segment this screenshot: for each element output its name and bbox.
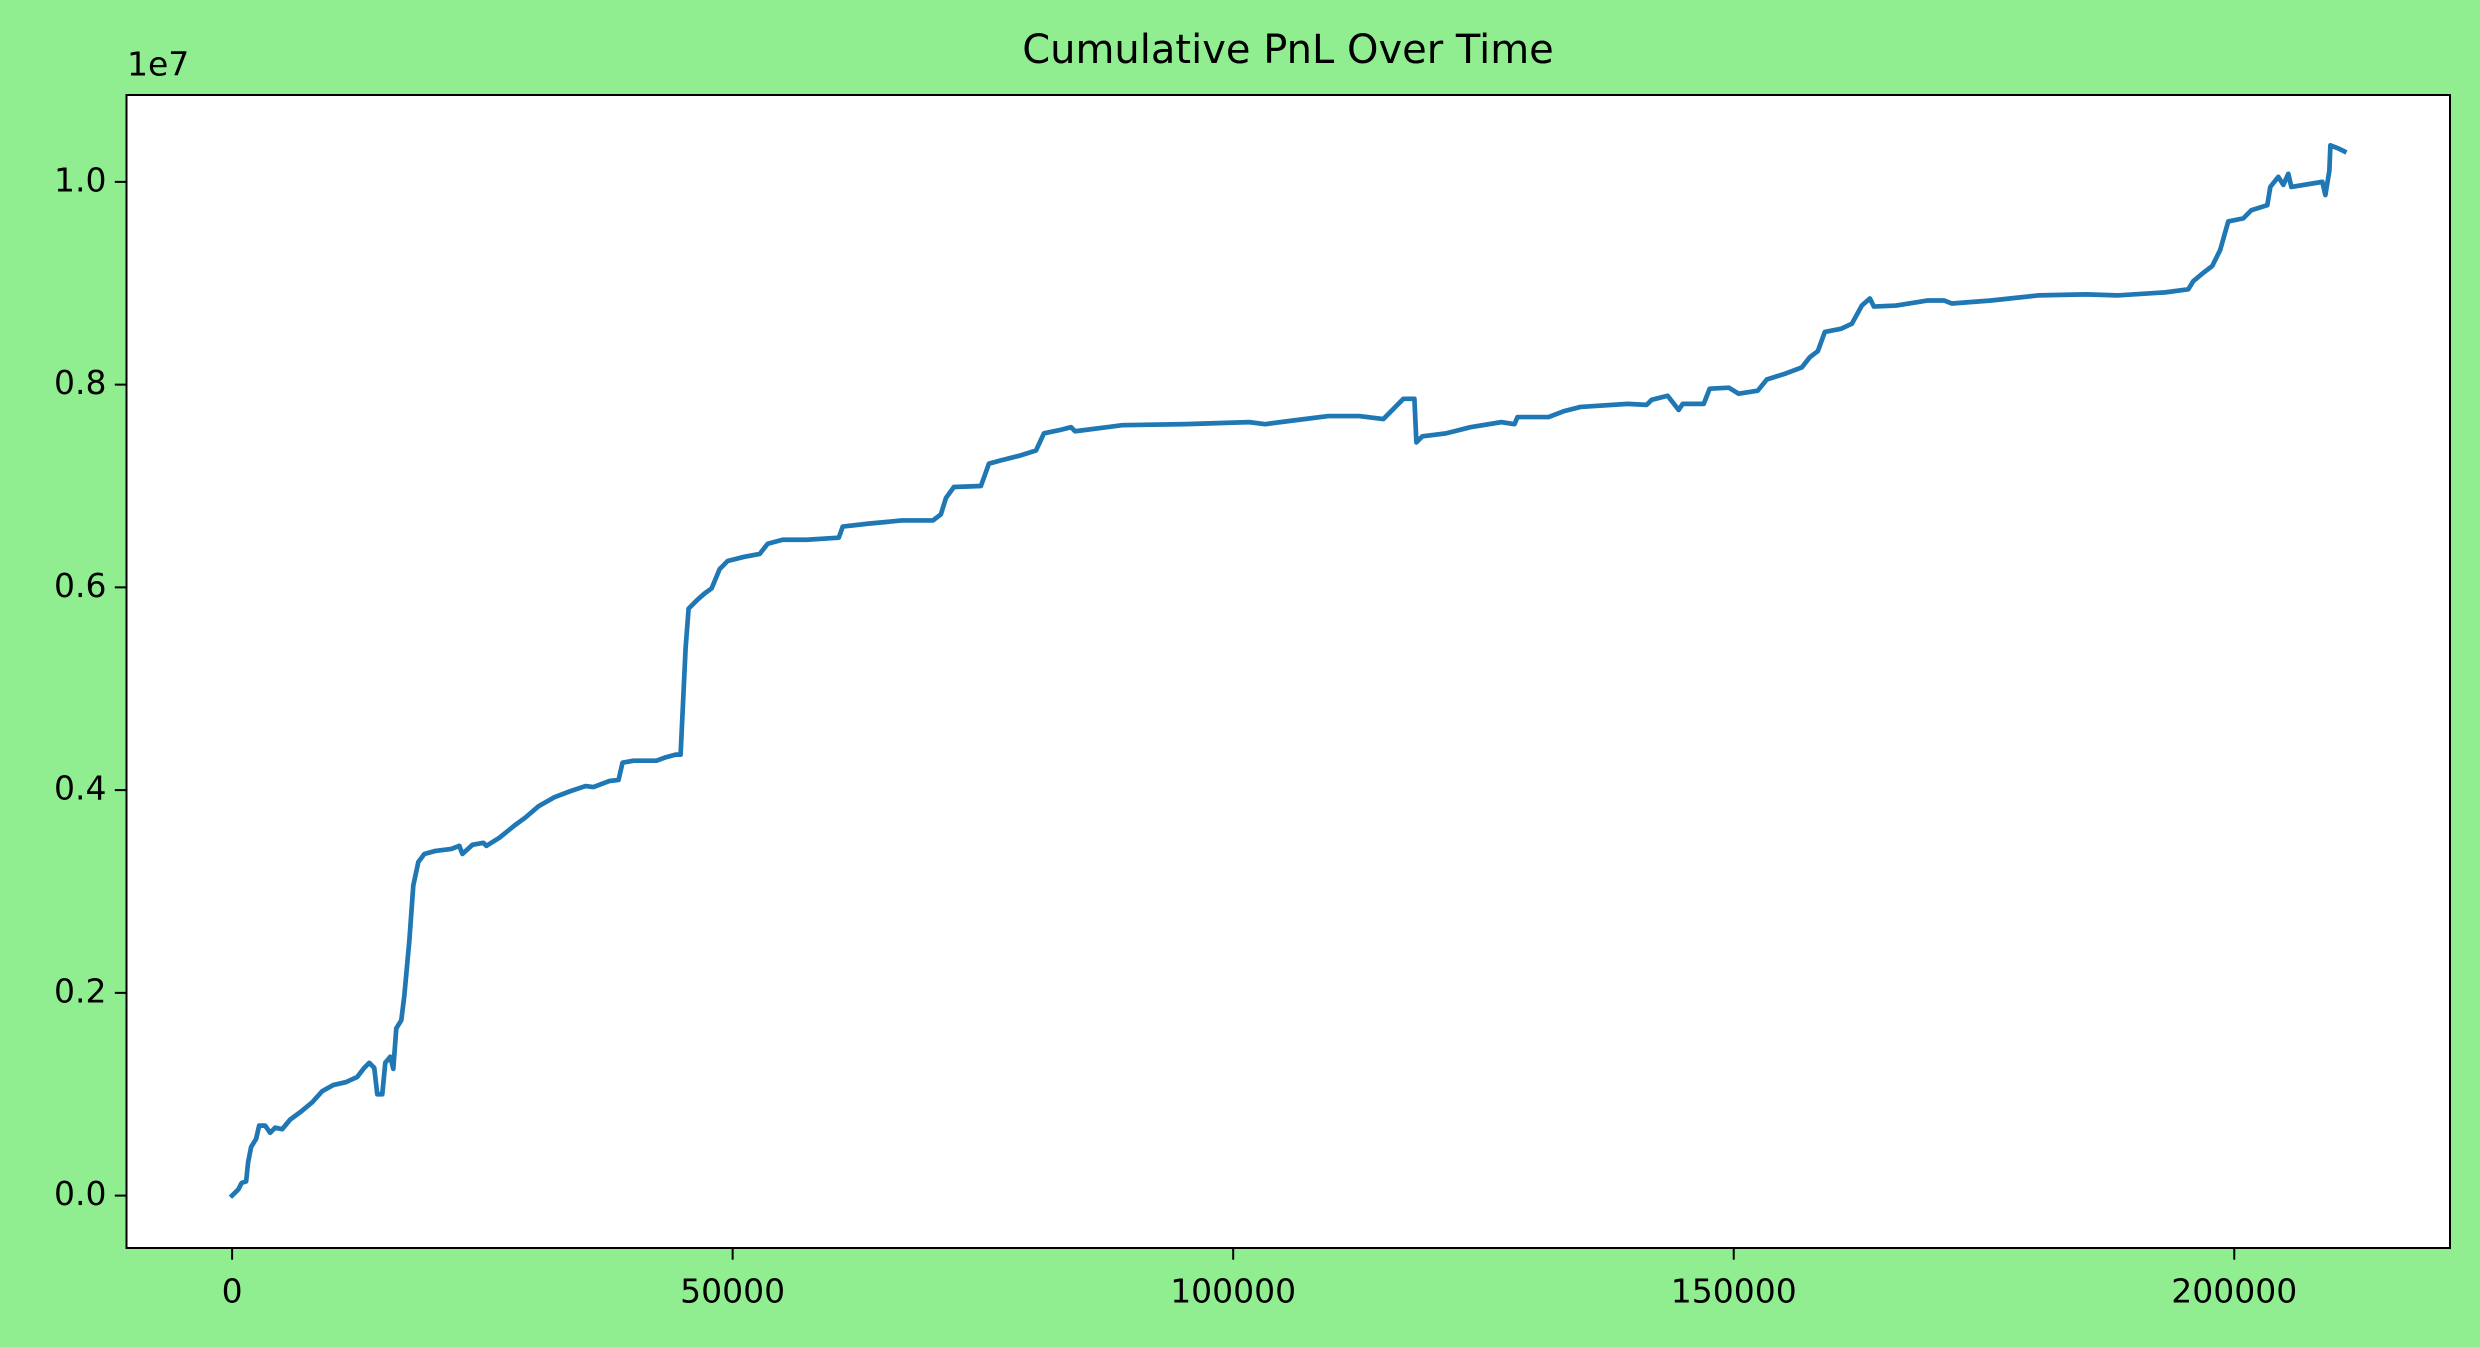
y-tick-label: 0.4 bbox=[54, 769, 106, 808]
data-line bbox=[228, 143, 2348, 1199]
y-tick-label: 1.0 bbox=[54, 160, 106, 199]
y-tick-label: 0.0 bbox=[54, 1174, 106, 1213]
y-tick-label: 0.2 bbox=[54, 971, 106, 1010]
plot-frame bbox=[125, 94, 2451, 1249]
plot-area bbox=[126, 95, 2450, 1248]
x-tick-label: 50000 bbox=[680, 1272, 785, 1311]
x-tick-label: 100000 bbox=[1170, 1272, 1296, 1311]
x-tick-label: 150000 bbox=[1671, 1272, 1797, 1311]
x-tick-label: 0 bbox=[222, 1272, 243, 1311]
x-tick-label: 200000 bbox=[2171, 1272, 2297, 1311]
y-tick-label: 0.6 bbox=[54, 566, 106, 605]
y-offset-label: 1e7 bbox=[127, 45, 189, 84]
chart-title: Cumulative PnL Over Time bbox=[1022, 27, 1554, 73]
y-tick-label: 0.8 bbox=[54, 363, 106, 402]
